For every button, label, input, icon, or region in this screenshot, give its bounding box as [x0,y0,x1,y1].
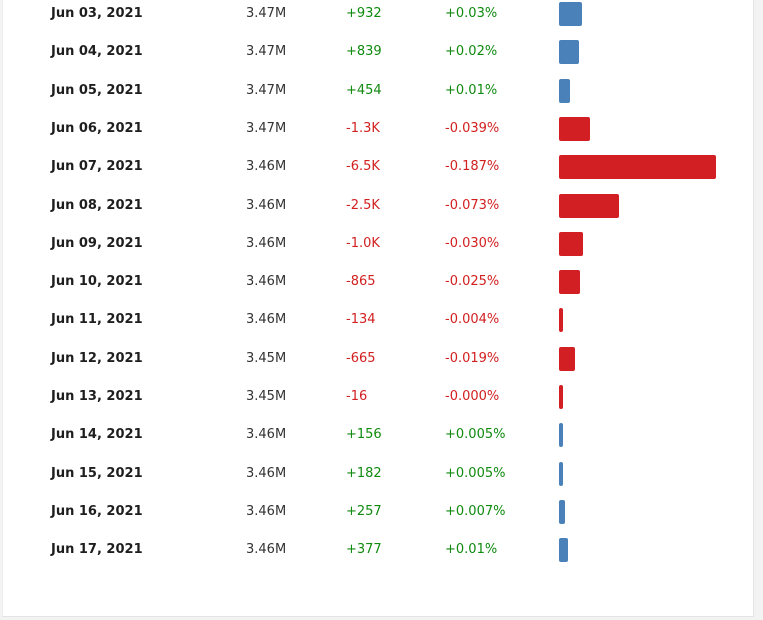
total-cell: 3.46M [246,465,287,481]
change-cell: -6.5K [346,159,380,175]
change-cell: +454 [346,82,382,98]
date-cell: Jun 04, 2021 [51,44,143,60]
change-percent-cell: -0.073% [445,197,500,213]
table-row: Jun 09, 2021 3.46M -1.0K -0.030% [3,231,753,269]
change-percent-cell: +0.005% [445,427,506,443]
change-percent-cell: +0.02% [445,44,498,60]
table-row: Jun 14, 2021 3.46M +156 +0.005% [3,422,753,460]
date-cell: Jun 06, 2021 [51,120,143,136]
decrease-bar [559,116,590,141]
table-row: Jun 07, 2021 3.46M -6.5K -0.187% [3,154,753,192]
decrease-bar [559,346,575,371]
change-percent-cell: +0.007% [445,503,506,519]
increase-bar [559,461,563,486]
change-percent-cell: -0.019% [445,350,500,366]
change-cell: +257 [346,503,382,519]
total-cell: 3.46M [246,159,287,175]
table-row: Jun 06, 2021 3.47M -1.3K -0.039% [3,116,753,154]
date-cell: Jun 03, 2021 [51,6,143,21]
table-row: Jun 11, 2021 3.46M -134 -0.004% [3,307,753,345]
date-cell: Jun 16, 2021 [51,503,143,519]
change-cell: -1.0K [346,235,380,251]
total-cell: 3.46M [246,312,287,328]
date-cell: Jun 14, 2021 [51,427,143,443]
change-cell: -1.3K [346,120,380,136]
decrease-bar [559,231,583,256]
change-cell: -2.5K [346,197,380,213]
increase-bar [559,78,570,103]
total-cell: 3.46M [246,503,287,519]
total-cell: 3.45M [246,389,287,404]
total-cell: 3.47M [246,6,287,21]
change-percent-cell: +0.01% [445,542,498,558]
table-row: Jun 13, 2021 3.45M -16 -0.000% [3,384,753,422]
decrease-bar [559,385,563,409]
date-cell: Jun 17, 2021 [51,542,143,558]
change-percent-cell: -0.039% [445,120,500,136]
change-cell: +156 [346,427,382,443]
total-cell: 3.45M [246,350,287,366]
table-row: Jun 04, 2021 3.47M +839 +0.02% [3,39,753,77]
date-cell: Jun 08, 2021 [51,197,143,213]
total-cell: 3.46M [246,197,287,213]
increase-bar [559,40,579,65]
decrease-bar [559,270,580,295]
total-cell: 3.46M [246,542,287,558]
table-row: Jun 10, 2021 3.46M -865 -0.025% [3,269,753,307]
date-cell: Jun 13, 2021 [51,389,143,404]
change-cell: +932 [346,6,382,21]
change-percent-cell: +0.01% [445,82,498,98]
table-row: Jun 12, 2021 3.45M -665 -0.019% [3,346,753,384]
table-row: Jun 15, 2021 3.46M +182 +0.005% [3,461,753,499]
change-cell: +377 [346,542,382,558]
total-cell: 3.46M [246,274,287,290]
increase-bar [559,538,568,563]
table-row: Jun 17, 2021 3.46M +377 +0.01% [3,537,753,575]
date-cell: Jun 11, 2021 [51,312,143,328]
change-percent-cell: -0.025% [445,274,500,290]
change-cell: -665 [346,350,376,366]
total-cell: 3.46M [246,235,287,251]
increase-bar [559,423,563,448]
table-row: Jun 03, 2021 3.47M +932 +0.03% [3,1,753,39]
change-cell: -865 [346,274,376,290]
total-cell: 3.47M [246,82,287,98]
date-cell: Jun 09, 2021 [51,235,143,251]
increase-bar [559,499,565,524]
change-cell: +839 [346,44,382,60]
change-percent-cell: -0.004% [445,312,500,328]
change-percent-cell: -0.000% [445,389,500,404]
table-row: Jun 08, 2021 3.46M -2.5K -0.073% [3,193,753,231]
change-percent-cell: +0.005% [445,465,506,481]
date-cell: Jun 10, 2021 [51,274,143,290]
table-row: Jun 05, 2021 3.47M +454 +0.01% [3,78,753,116]
change-percent-cell: -0.030% [445,235,500,251]
total-cell: 3.47M [246,120,287,136]
date-cell: Jun 07, 2021 [51,159,143,175]
decrease-bar [559,193,619,218]
total-cell: 3.47M [246,44,287,60]
change-percent-cell: -0.187% [445,159,500,175]
change-cell: -134 [346,312,376,328]
date-cell: Jun 05, 2021 [51,82,143,98]
change-cell: +182 [346,465,382,481]
date-cell: Jun 12, 2021 [51,350,143,366]
total-cell: 3.46M [246,427,287,443]
table-row: Jun 16, 2021 3.46M +257 +0.007% [3,499,753,537]
date-cell: Jun 15, 2021 [51,465,143,481]
increase-bar [559,2,582,26]
decrease-bar [559,308,563,333]
change-cell: -16 [346,389,368,404]
change-percent-cell: +0.03% [445,6,498,21]
decrease-bar [559,155,716,180]
